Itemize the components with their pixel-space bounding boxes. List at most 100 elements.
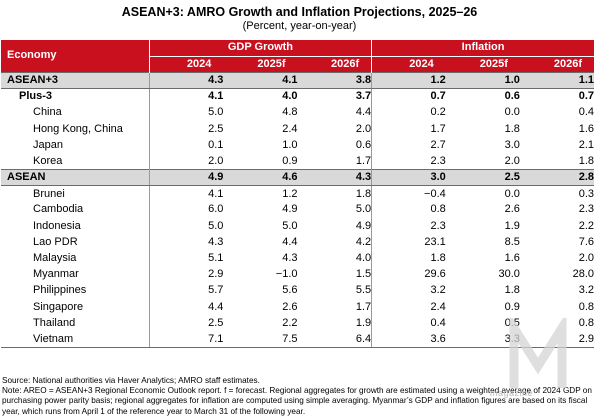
gdp-growth-cell: 4.1 (148, 88, 224, 105)
gdp-growth-cell: 5.0 (148, 104, 224, 121)
inflation-cell: 0.0 (504, 187, 520, 200)
gdp-growth-cell: 2.5 (148, 315, 224, 332)
inflation-cell: 2.0 (578, 252, 594, 265)
gdp-growth-cell: 1.8 (355, 187, 372, 200)
inflation-cell: 0.9 (504, 300, 520, 313)
table-row: Singapore 4.4 2.6 1.7 2.4 0.9 0.8 (1, 299, 594, 316)
header-row-groups: Economy GDP Growth Inflation (1, 40, 594, 73)
inflation-cell: 2.8 (519, 168, 594, 187)
inflation-cell: 1.1 (519, 71, 594, 90)
header-inflation-year: 2024 (371, 56, 446, 73)
inflation-cell: 3.0 (371, 168, 446, 187)
table-row: Myanmar 2.9 −1.0 1.5 29.6 30.0 28.0 (1, 266, 594, 283)
inflation-cell: 30.0 (498, 268, 520, 281)
inflation-cell: 0.3 (578, 187, 594, 200)
header-gdp-year: 2025f (223, 56, 298, 73)
economy-name-cell: Malaysia (33, 252, 77, 265)
inflation-cell: 7.6 (578, 235, 594, 248)
gdp-growth-cell: 1.7 (355, 300, 372, 313)
gdp-growth-cell: 4.9 (148, 168, 224, 187)
economy-name-cell: China (33, 106, 62, 119)
economy-name-cell: Indonesia (33, 219, 81, 232)
gdp-growth-cell: 5.7 (148, 282, 224, 299)
gdp-growth-cell: 7.1 (148, 331, 224, 349)
table-row: Philippines 5.7 5.6 5.5 3.2 1.8 3.2 (1, 282, 594, 299)
gdp-growth-cell: 4.1 (148, 185, 224, 202)
gdp-growth-cell: 6.4 (297, 331, 372, 349)
inflation-cell: 0.2 (371, 104, 446, 121)
header-economy: Economy (1, 40, 150, 73)
gdp-growth-cell: 5.6 (282, 284, 298, 297)
table-row: Thailand 2.5 2.2 1.9 0.4 0.5 0.8 (1, 315, 594, 332)
gdp-growth-cell: 0.6 (355, 138, 372, 151)
table-row: Lao PDR 4.3 4.4 4.2 23.1 8.5 7.6 (1, 234, 594, 251)
inflation-cell: 29.6 (371, 266, 446, 283)
inflation-cell: 0.0 (504, 106, 520, 119)
economy-name-cell: ASEAN+3 (1, 71, 150, 90)
gdp-growth-cell: 4.4 (282, 235, 298, 248)
gdp-growth-cell: 1.0 (282, 138, 298, 151)
gdp-growth-cell: 2.4 (282, 122, 298, 135)
inflation-cell: 3.6 (371, 331, 446, 349)
gdp-growth-cell: 0.1 (148, 137, 224, 154)
header-inflation: Inflation (371, 40, 594, 57)
header-inflation-year: 2025f (445, 56, 520, 73)
inflation-cell: 2.2 (578, 219, 594, 232)
gdp-growth-cell: 2.0 (355, 122, 372, 135)
gdp-growth-cell: 4.4 (148, 299, 224, 316)
economy-name-cell: Philippines (33, 284, 87, 297)
gdp-growth-cell: 1.5 (355, 268, 372, 281)
economy-name-cell: Thailand (33, 316, 76, 329)
table-row: ASEAN 4.9 4.6 4.3 3.0 2.5 2.8 (1, 168, 594, 187)
table-row: Indonesia 5.0 5.0 4.9 2.3 1.9 2.2 (1, 218, 594, 235)
inflation-cell: 28.0 (572, 268, 594, 281)
inflation-cell: 1.8 (578, 154, 594, 167)
header-inflation-year: 2026f (519, 56, 594, 73)
table-row: Plus-3 4.1 4.0 3.7 0.7 0.6 0.7 (1, 88, 594, 105)
inflation-cell: 1.8 (504, 284, 520, 297)
gdp-growth-cell: 4.3 (297, 168, 372, 187)
table-row: Vietnam 7.1 7.5 6.4 3.6 3.3 2.9 (1, 331, 594, 349)
gdp-growth-cell: 4.3 (148, 71, 224, 90)
gdp-growth-cell: 5.0 (355, 203, 372, 216)
inflation-cell: 0.4 (371, 315, 446, 332)
header-gdp-year: 2026f (297, 56, 372, 73)
economy-name-cell: Singapore (33, 300, 84, 313)
inflation-cell: 1.6 (578, 122, 594, 135)
gdp-growth-cell: 2.5 (148, 120, 224, 138)
projections-table: Economy GDP Growth Inflation 2024 2025f … (1, 40, 594, 349)
gdp-growth-cell: 3.7 (355, 90, 372, 103)
gdp-growth-cell: 5.0 (282, 219, 298, 232)
inflation-cell: 0.7 (578, 90, 594, 103)
source-note: Source: National authorities via Haver A… (2, 376, 260, 385)
header-gdp-growth: GDP Growth (148, 40, 372, 57)
table-row: Korea 2.0 0.9 1.7 2.3 2.0 1.8 (1, 153, 594, 170)
gdp-growth-cell: 7.5 (223, 331, 298, 349)
economy-name-cell: Lao PDR (33, 235, 78, 248)
inflation-cell: 2.3 (578, 203, 594, 216)
gdp-growth-cell: 1.9 (355, 316, 372, 329)
table-row: Japan 0.1 1.0 0.6 2.7 3.0 2.1 (1, 137, 594, 154)
table-row: Brunei 4.1 1.2 1.8 −0.4 0.0 0.3 (1, 185, 594, 202)
watermark-text: magazine (490, 388, 534, 398)
gdp-growth-cell: 2.9 (148, 266, 224, 283)
gdp-growth-cell: 3.8 (297, 71, 372, 90)
inflation-cell: 0.8 (371, 201, 446, 219)
gdp-growth-cell: 5.1 (148, 250, 224, 267)
gdp-growth-cell: 4.0 (282, 90, 298, 103)
inflation-cell: 1.8 (504, 122, 520, 135)
inflation-cell: 2.3 (371, 218, 446, 235)
inflation-cell: 1.8 (371, 250, 446, 267)
inflation-cell: 3.2 (371, 282, 446, 299)
inflation-cell: 2.7 (371, 137, 446, 154)
gdp-growth-cell: 4.3 (148, 234, 224, 251)
magazine-logo-watermark (509, 318, 567, 388)
table-row: China 5.0 4.8 4.4 0.2 0.0 0.4 (1, 104, 594, 121)
gdp-growth-cell: 4.1 (223, 71, 298, 90)
inflation-cell: 3.2 (578, 284, 594, 297)
inflation-cell: 2.1 (578, 138, 594, 151)
economy-name-cell: Hong Kong, China (33, 122, 123, 135)
header-gdp-year: 2024 (148, 56, 224, 73)
gdp-growth-cell: 2.6 (282, 300, 298, 313)
economy-name-cell: Cambodia (33, 203, 84, 216)
